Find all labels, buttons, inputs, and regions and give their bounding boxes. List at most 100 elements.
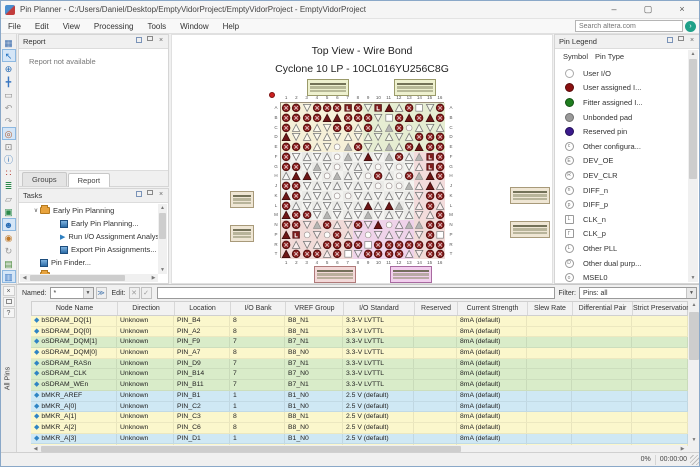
pin-A15[interactable] <box>424 103 435 113</box>
pin-B15[interactable] <box>424 112 435 123</box>
chart-icon[interactable]: ▥ <box>1 270 16 283</box>
pin-D4[interactable] <box>311 132 322 142</box>
pin-H3[interactable] <box>301 171 312 181</box>
pin-R7[interactable] <box>342 239 353 250</box>
pin-C12[interactable] <box>393 122 404 133</box>
pin-L16[interactable] <box>434 200 445 211</box>
dock-icon[interactable] <box>134 191 144 200</box>
pin-H14[interactable] <box>414 171 425 181</box>
legend-row[interactable]: Unbonded pad <box>555 110 688 125</box>
pin-N16[interactable] <box>434 220 445 230</box>
legend-row[interactable]: n DIFF_n <box>555 183 688 198</box>
pin-K11[interactable] <box>383 190 394 201</box>
pin-B16[interactable] <box>434 112 445 123</box>
pin-K9[interactable] <box>363 190 374 201</box>
package-view[interactable]: Top View - Wire Bond Cyclone 10 LP - 10C… <box>171 34 553 284</box>
pin-L8[interactable] <box>352 200 363 211</box>
pin-H5[interactable] <box>322 171 333 181</box>
pin-J16[interactable] <box>434 181 445 191</box>
pin-N10[interactable] <box>373 220 384 230</box>
legend-row[interactable]: o MSEL0 <box>555 270 688 282</box>
column-header-reserved[interactable]: Reserved <box>415 302 458 315</box>
pin-F10[interactable] <box>373 151 384 162</box>
pin-K15[interactable] <box>424 190 435 201</box>
pin-E5[interactable] <box>322 142 333 152</box>
pin-H8[interactable] <box>352 171 363 181</box>
pin-C7[interactable] <box>342 122 353 133</box>
pin-H7[interactable] <box>342 171 353 181</box>
pin-grid[interactable]: 1 1 2 2 3 3 4 4 5 5 6 6 7 7 8 8 9 9 10 10 11 11 12 12 13 13 14 14 15… <box>274 95 453 265</box>
pin-A13[interactable] <box>404 103 415 113</box>
pin-D2[interactable] <box>291 132 302 142</box>
dock-icon[interactable] <box>665 37 675 46</box>
pin-M16[interactable] <box>434 210 445 220</box>
pin-A1[interactable] <box>281 103 292 113</box>
edit-accept-button[interactable]: ✓ <box>140 287 152 299</box>
pin-F15[interactable] <box>424 151 435 162</box>
pin-K13[interactable] <box>404 190 415 201</box>
pin-J5[interactable] <box>322 181 333 191</box>
pin-G1[interactable] <box>281 161 292 172</box>
pin-P13[interactable] <box>404 229 415 240</box>
pin-N1[interactable] <box>281 220 292 230</box>
float-icon[interactable] <box>2 297 15 307</box>
pin-J4[interactable] <box>311 181 322 191</box>
pin-T9[interactable] <box>363 249 374 259</box>
table-row[interactable]: ◆ oSDRAM_DQM[1] Unknown PIN_F9 7 B7_N1 3.3-V L… <box>31 337 688 349</box>
edit-icon[interactable]: ▱ <box>5 194 12 204</box>
legend-row[interactable]: R DEV_CLR <box>555 168 688 183</box>
pin-D11[interactable] <box>383 132 394 142</box>
float-icon[interactable] <box>145 36 155 46</box>
pin-M11[interactable] <box>383 210 394 220</box>
pin-N11[interactable] <box>383 220 394 230</box>
pin-F11[interactable] <box>383 151 394 162</box>
pin-D14[interactable] <box>414 132 425 142</box>
pin-J11[interactable] <box>383 181 394 191</box>
pin-E11[interactable] <box>383 142 394 152</box>
pin-T6[interactable] <box>332 249 343 259</box>
close-icon[interactable]: × <box>689 37 695 44</box>
legend-vscrollbar[interactable]: ▲ ▼ <box>688 50 698 282</box>
tasks-vscrollbar[interactable]: ▲ ▼ <box>158 204 167 274</box>
pin-J10[interactable] <box>373 181 384 191</box>
pin-D5[interactable] <box>322 132 333 142</box>
table-row[interactable]: ◆ oSDRAM_CLK Unknown PIN_B14 7 B7_N0 3.3-V LVT… <box>31 369 688 381</box>
pin-K10[interactable] <box>373 190 384 201</box>
legend-row[interactable]: p DIFF_p <box>555 197 688 212</box>
pin-T12[interactable] <box>393 249 404 259</box>
report-icon[interactable]: ▤ <box>4 259 13 269</box>
pin-T7[interactable] <box>342 249 353 259</box>
pin-G12[interactable] <box>393 161 404 172</box>
pin-J12[interactable] <box>393 181 404 191</box>
menu-window[interactable]: Window <box>180 21 209 31</box>
pin-A12[interactable] <box>393 103 404 113</box>
pin-N13[interactable] <box>404 220 415 230</box>
menu-file[interactable]: File <box>8 21 21 31</box>
pin-B7[interactable] <box>342 112 353 123</box>
pin-J1[interactable] <box>281 181 292 191</box>
pin-D3[interactable] <box>301 132 312 142</box>
named-combobox[interactable]: * ▼ <box>49 287 94 299</box>
pin-D13[interactable] <box>404 132 415 142</box>
pin-E2[interactable] <box>291 142 302 152</box>
table-vscrollbar[interactable]: ▲ ▼ <box>688 301 699 445</box>
pin-N3[interactable] <box>301 220 312 230</box>
column-header-slew-rate[interactable]: Slew Rate <box>528 302 573 315</box>
pin-R10[interactable] <box>373 239 384 250</box>
select-cursor-icon[interactable]: ↖ <box>1 49 16 62</box>
pin-A10[interactable] <box>373 103 384 113</box>
task-item[interactable]: Early Pin Planning... <box>20 217 158 230</box>
pin-L13[interactable] <box>404 200 415 211</box>
column-header-differential-pair[interactable]: Differential Pair <box>573 302 633 315</box>
pin-J14[interactable] <box>414 181 425 191</box>
pin-K16[interactable] <box>434 190 445 201</box>
pin-A8[interactable] <box>352 103 363 113</box>
pin-M15[interactable] <box>424 210 435 220</box>
column-header-strict-preservation[interactable]: Strict Preservation <box>633 302 689 315</box>
user-icon[interactable]: ☻ <box>1 218 16 231</box>
pin-R1[interactable] <box>281 239 292 250</box>
pin-K14[interactable] <box>414 190 425 201</box>
undo-icon[interactable]: ↶ <box>4 103 13 113</box>
menu-edit[interactable]: Edit <box>34 21 49 31</box>
column-header-location[interactable]: Location <box>175 302 231 315</box>
